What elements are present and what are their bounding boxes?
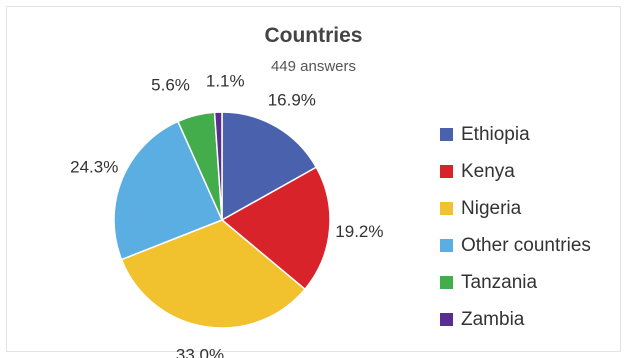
legend-label: Ethiopia: [461, 123, 530, 145]
legend-item-zambia: Zambia: [440, 301, 620, 338]
data-label-other-countries: 24.3%: [70, 157, 118, 176]
pie-slice-zambia: [213, 111, 223, 221]
chart-subtitle: 449 answers: [270, 58, 357, 75]
legend-swatch: [440, 128, 453, 141]
legend-item-kenya: Kenya: [440, 153, 620, 190]
legend-label: Kenya: [461, 160, 515, 182]
pie-slice-ethiopia: [221, 111, 318, 222]
pie-slice-nigeria: [120, 219, 306, 329]
data-label-kenya: 19.2%: [335, 222, 383, 241]
data-label-nigeria: 33.0%: [176, 346, 224, 358]
data-label-zambia: 1.1%: [206, 72, 245, 91]
legend-swatch: [440, 165, 453, 178]
data-label-ethiopia: 16.9%: [268, 90, 316, 109]
legend-item-nigeria: Nigeria: [440, 190, 620, 227]
legend-label: Nigeria: [461, 197, 522, 219]
pie-slice-kenya: [220, 166, 331, 291]
legend-label: Other countries: [461, 234, 591, 256]
legend-item-other-countries: Other countries: [440, 227, 620, 264]
legend-swatch: [440, 313, 453, 326]
legend-swatch: [440, 202, 453, 215]
legend-swatch: [440, 276, 453, 289]
legend-label: Zambia: [461, 308, 525, 330]
legend-label: Tanzania: [461, 271, 538, 293]
legend-swatch: [440, 239, 453, 252]
legend-item-ethiopia: Ethiopia: [440, 116, 620, 153]
chart-title: Countries: [264, 24, 363, 47]
legend-item-tanzania: Tanzania: [440, 264, 620, 301]
pie-slice-other-countries: [113, 120, 224, 261]
data-label-tanzania: 5.6%: [151, 76, 190, 95]
chart-legend: Ethiopia Kenya Nigeria Other countries Tanza…: [440, 116, 620, 338]
